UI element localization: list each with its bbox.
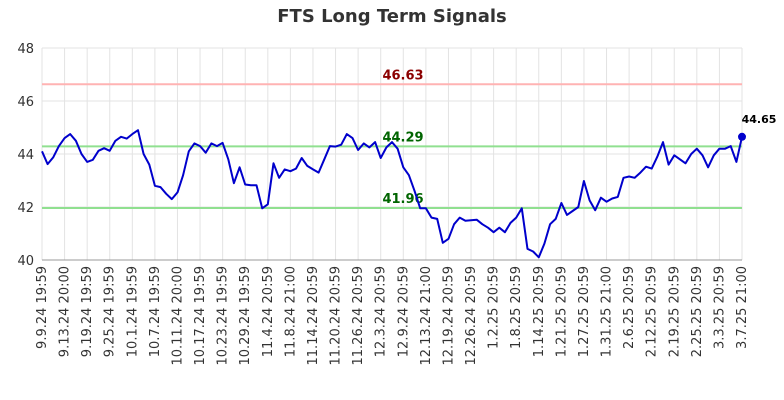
x-tick-label: 2.6.25 20:59 bbox=[622, 266, 637, 349]
x-tick-label: 3.7.25 21:00 bbox=[735, 266, 750, 349]
x-tick-label: 12.13.24 21:00 bbox=[419, 266, 434, 366]
x-tick-label: 10.7.24 19:59 bbox=[148, 266, 163, 357]
last-value-label: 44.65 bbox=[742, 113, 777, 126]
x-tick-label: 2.12.25 20:59 bbox=[645, 266, 660, 357]
x-tick-label: 11.4.24 20:59 bbox=[261, 266, 276, 357]
x-tick-label: 11.14.24 20:59 bbox=[306, 266, 321, 366]
axes: 40 42 44 46 48 9.9.24 19:59 9.13.24 20:00 9.19.… bbox=[17, 42, 750, 366]
x-tick-label: 10.1.24 19:59 bbox=[125, 266, 140, 357]
x-tick-label: 10.11.24 20:00 bbox=[170, 266, 185, 366]
x-tick-label: 12.19.24 20:59 bbox=[441, 266, 456, 366]
y-tick-label: 40 bbox=[17, 254, 34, 269]
last-point bbox=[738, 132, 746, 141]
y-tick-label: 46 bbox=[17, 95, 34, 110]
y-tick-label: 42 bbox=[17, 201, 34, 216]
x-tick-label: 1.21.25 20:59 bbox=[554, 266, 569, 357]
x-tick-label: 1.8.25 20:59 bbox=[509, 266, 524, 349]
x-tick-label: 11.20.24 20:59 bbox=[329, 266, 344, 366]
x-tick-label: 11.26.24 20:59 bbox=[351, 266, 366, 366]
level-label: 41.96 bbox=[382, 192, 423, 207]
y-tick-label: 44 bbox=[17, 148, 34, 163]
x-tick-label: 3.3.25 20:59 bbox=[712, 266, 727, 349]
x-tick-label: 12.3.24 20:59 bbox=[374, 266, 389, 357]
x-tick-label: 12.9.24 20:59 bbox=[396, 266, 411, 357]
level-label: 44.29 bbox=[382, 130, 423, 145]
x-tick-label: 2.19.25 20:59 bbox=[667, 266, 682, 357]
x-tick-label: 11.8.24 21:00 bbox=[283, 266, 298, 357]
x-tick-label: 1.31.25 21:00 bbox=[600, 266, 615, 357]
y-tick-label: 48 bbox=[17, 42, 34, 57]
x-tick-label: 12.26.24 20:59 bbox=[464, 266, 479, 366]
x-tick-label: 2.25.25 20:59 bbox=[690, 266, 705, 357]
x-tick-label: 10.17.24 19:59 bbox=[193, 266, 208, 366]
x-tick-label: 1.2.25 20:59 bbox=[487, 266, 502, 349]
x-tick-label: 10.23.24 19:59 bbox=[216, 266, 231, 366]
chart-title: FTS Long Term Signals bbox=[277, 6, 507, 27]
signal-levels: 46.63 44.29 41.96 bbox=[42, 68, 742, 210]
x-tick-label: 1.27.25 20:59 bbox=[577, 266, 592, 357]
x-tick-label: 1.14.25 20:59 bbox=[532, 266, 547, 357]
x-tick-label: 9.19.24 19:59 bbox=[80, 266, 95, 357]
price-series: 44.65 bbox=[41, 113, 777, 259]
x-tick-label: 9.13.24 20:00 bbox=[58, 266, 73, 357]
x-tick-label: 10.29.24 19:59 bbox=[238, 266, 253, 366]
x-tick-label: 9.25.24 19:59 bbox=[103, 266, 118, 357]
level-label: 46.63 bbox=[382, 68, 423, 83]
x-tick-label: 9.9.24 19:59 bbox=[35, 266, 50, 349]
price-line bbox=[41, 129, 743, 259]
